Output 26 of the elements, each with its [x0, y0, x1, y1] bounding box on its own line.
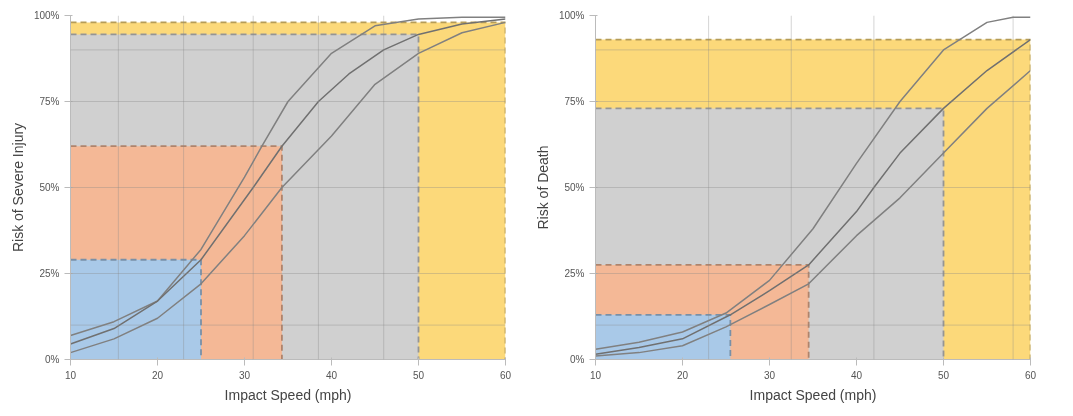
x-tick-label: 60 — [499, 369, 512, 381]
y-tick-label: 50% — [564, 182, 585, 193]
x-tick-label: 20 — [151, 369, 164, 381]
x-axis-title: Impact Speed (mph) — [224, 386, 352, 403]
x-tick-label: 20 — [676, 369, 689, 381]
x-axis-title: Impact Speed (mph) — [749, 386, 877, 403]
y-axis-title: Risk of Death — [534, 145, 551, 230]
x-tick-label: 50 — [412, 369, 425, 381]
y-tick-label: 100% — [33, 10, 60, 21]
y-tick-label: 75% — [39, 96, 60, 107]
x-tick-label: 30 — [763, 369, 776, 381]
y-tick-label: 25% — [39, 268, 60, 279]
x-tick-label: 30 — [238, 369, 251, 381]
y-tick-label: 100% — [558, 10, 585, 21]
y-tick-label: 25% — [564, 268, 585, 279]
y-tick-label: 0% — [45, 354, 60, 365]
x-tick-label: 40 — [850, 369, 863, 381]
x-tick-label: 10 — [64, 369, 77, 381]
x-tick-label: 60 — [1024, 369, 1037, 381]
y-tick-label: 50% — [39, 182, 60, 193]
x-tick-label: 50 — [937, 369, 950, 381]
x-tick-label: 40 — [325, 369, 338, 381]
y-axis-title: Risk of Severe Injury — [9, 122, 26, 253]
y-tick-label: 0% — [570, 354, 585, 365]
y-tick-label: 75% — [564, 96, 585, 107]
x-tick-label: 10 — [589, 369, 602, 381]
